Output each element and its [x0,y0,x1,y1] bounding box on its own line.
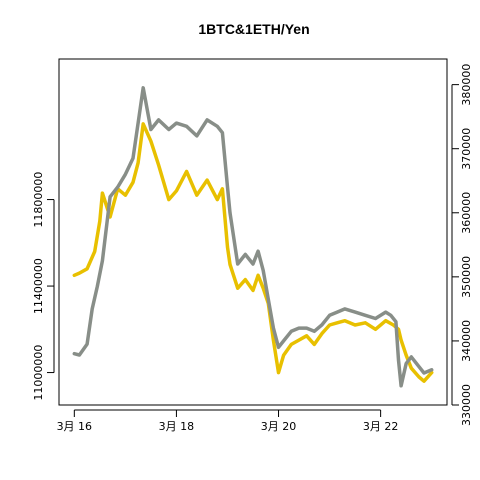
plot-frame [58,58,448,406]
y-right-tick-label: 360000 [460,192,473,234]
y-axis-left: 11000000 11400000 11800000 [32,172,55,401]
x-tick-label: 3月 16 [57,420,93,433]
series-line-2 [72,86,434,388]
chart-title: 1BTC&1ETH/Yen [198,21,309,37]
y-axis-right: 330000 340000 350000 360000 370000 380000 [451,64,473,426]
x-tick-label: 3月 22 [363,420,399,433]
x-tick-label: 3月 18 [159,420,195,433]
y-right-tick-label: 350000 [460,256,473,298]
x-axis: 3月 16 3月 18 3月 20 3月 22 [57,409,399,433]
y-right-tick-label: 370000 [460,128,473,170]
series-line-1 [72,122,434,383]
y-left-tick-label: 11800000 [32,172,45,228]
y-left-tick-label: 11000000 [32,345,45,401]
y-left-tick-label: 11400000 [32,258,45,314]
y-right-tick-label: 340000 [460,320,473,362]
y-right-tick-label: 330000 [460,384,473,426]
y-right-tick-label: 380000 [460,64,473,106]
series-layer [72,86,434,388]
x-tick-label: 3月 20 [261,420,297,433]
